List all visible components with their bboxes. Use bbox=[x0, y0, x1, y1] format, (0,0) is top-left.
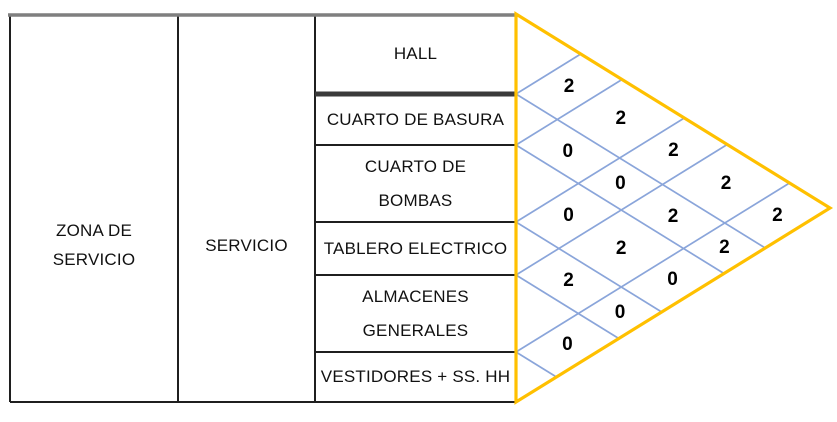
lattice-line bbox=[515, 143, 728, 276]
lattice-line bbox=[515, 117, 685, 223]
lattice-line bbox=[515, 351, 557, 378]
matrix-value: 0 bbox=[562, 140, 574, 162]
lattice-line bbox=[515, 144, 725, 275]
group-label: SERVICIO bbox=[205, 236, 288, 255]
lattice-line bbox=[515, 78, 623, 146]
matrix-value: 2 bbox=[719, 237, 730, 259]
matrix-value: 0 bbox=[614, 301, 626, 323]
matrix-value: 2 bbox=[772, 204, 783, 226]
matrix-value: 2 bbox=[563, 270, 574, 291]
lattice-line bbox=[515, 221, 663, 313]
room-label: ALMACENES GENERALES bbox=[362, 286, 469, 340]
lattice-line bbox=[515, 274, 620, 340]
matrix-value: 2 bbox=[720, 172, 732, 194]
lattice-line bbox=[515, 53, 582, 95]
matrix-value: 2 bbox=[615, 237, 627, 259]
matrix-value: 0 bbox=[615, 173, 626, 194]
matrix-value: 2 bbox=[615, 107, 627, 129]
matrix-value: 2 bbox=[667, 205, 679, 227]
room-label: CUARTO DE BASURA bbox=[326, 109, 505, 129]
matrix-value: 0 bbox=[563, 205, 574, 226]
triangle-border bbox=[514, 11, 834, 405]
lattice-line bbox=[515, 182, 790, 353]
room-label: VESTIDORES + SS. HH bbox=[320, 367, 511, 386]
room-label: TABLERO ELECTRICO bbox=[323, 238, 508, 258]
room-label: HALL bbox=[393, 44, 438, 63]
matrix-value: 2 bbox=[563, 75, 575, 97]
lattice-line bbox=[515, 93, 766, 249]
matrix-value: 0 bbox=[667, 269, 678, 291]
matrix-value: 2 bbox=[668, 140, 679, 162]
room-label: CUARTO DE BOMBAS bbox=[364, 156, 467, 210]
zone-label: ZONA DE SERVICIO bbox=[52, 221, 136, 269]
matrix-value: 0 bbox=[562, 334, 573, 356]
